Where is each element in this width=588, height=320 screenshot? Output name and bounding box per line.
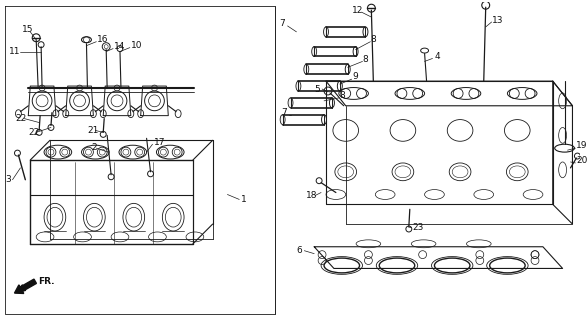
Text: 16: 16 xyxy=(97,35,109,44)
Ellipse shape xyxy=(323,27,329,37)
Text: 7: 7 xyxy=(282,108,288,117)
Text: 20: 20 xyxy=(576,156,588,164)
Text: 18: 18 xyxy=(306,191,318,200)
Ellipse shape xyxy=(304,64,309,74)
Text: 15: 15 xyxy=(22,25,34,34)
Text: 22: 22 xyxy=(28,128,39,137)
Text: 7: 7 xyxy=(280,20,285,28)
Text: 3: 3 xyxy=(6,175,11,184)
Text: 6: 6 xyxy=(296,246,302,255)
Text: 22: 22 xyxy=(15,114,26,123)
Ellipse shape xyxy=(296,81,301,91)
Text: FR.: FR. xyxy=(38,277,55,286)
Text: 13: 13 xyxy=(492,15,503,25)
Text: 17: 17 xyxy=(153,138,165,147)
Text: 8: 8 xyxy=(340,92,346,100)
Text: 11: 11 xyxy=(9,47,20,56)
Ellipse shape xyxy=(288,98,293,108)
Ellipse shape xyxy=(312,47,317,57)
Text: 4: 4 xyxy=(435,52,440,61)
Text: 5: 5 xyxy=(314,84,320,93)
Text: 23: 23 xyxy=(413,222,424,232)
Text: 9: 9 xyxy=(353,72,358,81)
Text: 21: 21 xyxy=(88,126,99,135)
Text: 10: 10 xyxy=(131,41,142,50)
Text: 1: 1 xyxy=(241,195,247,204)
Text: 14: 14 xyxy=(114,42,125,51)
Ellipse shape xyxy=(280,115,285,124)
FancyArrow shape xyxy=(15,279,36,293)
Text: 19: 19 xyxy=(576,141,588,150)
Text: 8: 8 xyxy=(362,55,368,64)
Text: 2: 2 xyxy=(91,143,97,152)
Text: 12: 12 xyxy=(352,6,363,15)
Text: 8: 8 xyxy=(370,35,376,44)
